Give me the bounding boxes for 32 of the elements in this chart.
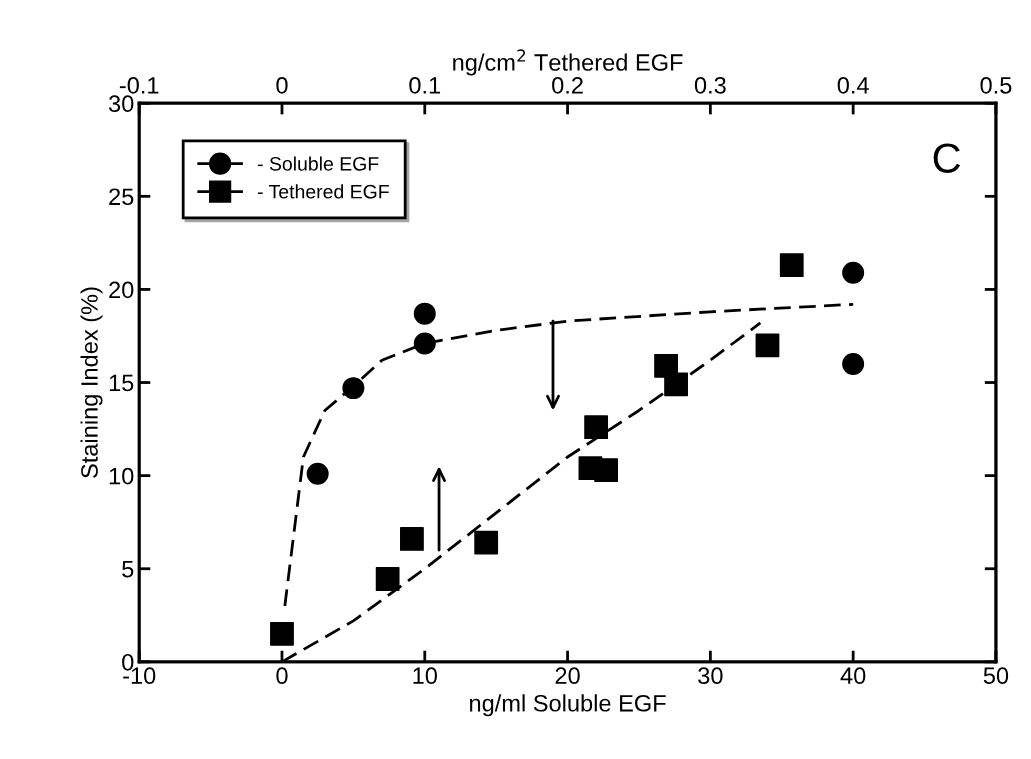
y-tick-label: 5 — [122, 561, 134, 578]
x-tick-label: 40 — [840, 667, 866, 685]
point — [342, 377, 365, 400]
y-tick-label: 20 — [109, 281, 134, 299]
x2-tick-label: -0.1 — [119, 76, 159, 94]
x2-axis-title: ng/cm$^{2}$ Tethered EGF — [453, 49, 683, 76]
legend-label: - Tethered EGF — [257, 184, 389, 199]
x2-tick-label: 0.1 — [409, 76, 441, 94]
point — [842, 352, 865, 375]
x-tick-label: 50 — [983, 667, 1009, 685]
point — [413, 332, 436, 355]
x2-tick-label: 0.3 — [694, 76, 726, 94]
y-axis-title: Staining Index (%) — [80, 287, 103, 478]
x-tick-label: 20 — [555, 667, 580, 685]
x-tick-label: 0 — [276, 667, 288, 685]
x2-tick-label: 0.5 — [980, 76, 1012, 94]
point — [413, 302, 436, 325]
x2-tick-label: 0 — [276, 76, 288, 94]
point — [842, 261, 865, 284]
x-tick-label: 30 — [698, 667, 723, 685]
y-tick-label: 15 — [109, 374, 134, 392]
x-axis-title: ng/ml Soluble EGF — [470, 694, 666, 717]
line-series — [283, 302, 855, 608]
y-tick-label: 30 — [108, 95, 134, 113]
y-tick-label: 10 — [109, 467, 134, 485]
y-tick-label: 25 — [109, 188, 134, 206]
point — [306, 462, 329, 485]
legend-label: - Soluble EGF — [257, 156, 379, 171]
x-tick-label: 10 — [413, 667, 437, 685]
annotation: C — [933, 143, 961, 173]
x2-tick-label: 0.2 — [552, 76, 583, 94]
x2-tick-label: 0.4 — [837, 76, 869, 94]
